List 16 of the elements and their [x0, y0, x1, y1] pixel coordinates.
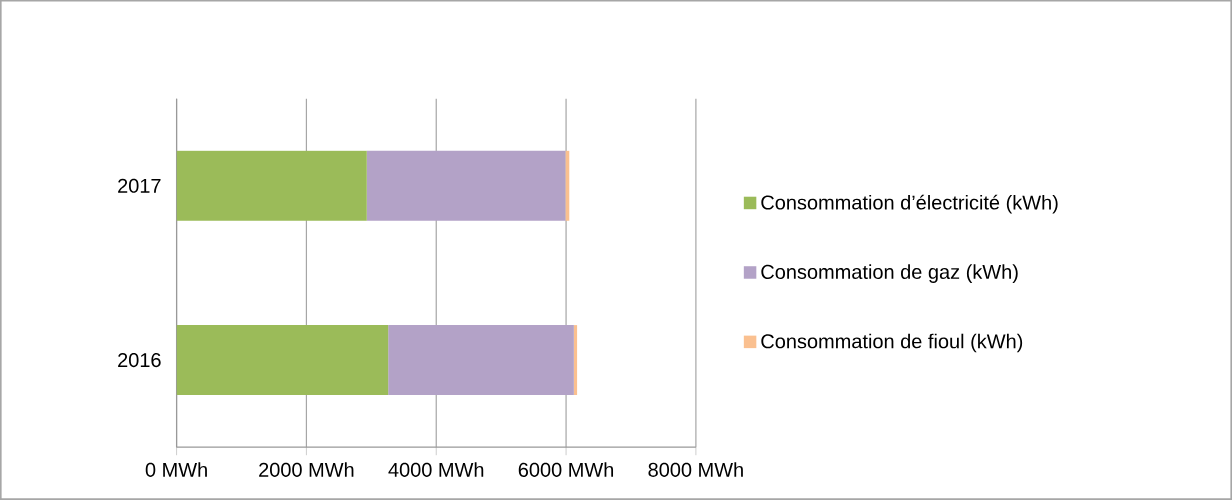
bar [366, 150, 566, 221]
legend-label: Consommation de gaz (kWh) [761, 264, 1018, 283]
bar [388, 325, 574, 396]
x-tick-label: 0 MWh [145, 462, 207, 477]
bar [176, 150, 367, 221]
x-tick-label: 8000 MWh [648, 462, 743, 477]
bar [176, 325, 389, 396]
y-tick-label: 2016 [118, 353, 161, 368]
bar [573, 325, 578, 396]
x-tick-label: 4000 MWh [388, 462, 484, 477]
y-tick-label: 2017 [118, 178, 161, 193]
legend-label: Consommation de fioul (kWh) [761, 333, 1023, 353]
bar [565, 150, 570, 221]
x-tick-label: 2000 MWh [259, 462, 354, 477]
legend-label: Consommation d’électricité (kWh) [761, 194, 1058, 214]
x-tick-label: 6000 MWh [518, 462, 614, 477]
